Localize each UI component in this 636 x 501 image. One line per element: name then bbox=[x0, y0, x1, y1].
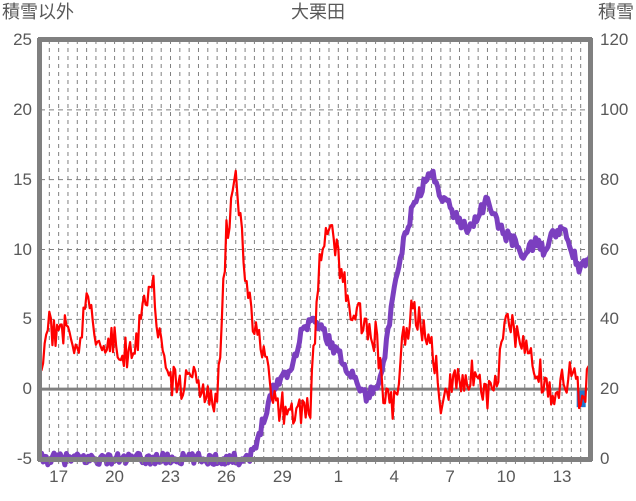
x-tick-26: 26 bbox=[216, 467, 236, 486]
right-tick-100: 100 bbox=[600, 99, 629, 119]
plot-frame bbox=[37, 37, 593, 462]
x-axis-ticks bbox=[48, 459, 582, 464]
right-axis-title: 積雪 bbox=[598, 2, 634, 22]
right-tick-80: 80 bbox=[600, 169, 619, 189]
x-tick-1: 1 bbox=[333, 467, 344, 486]
x-tick-29: 29 bbox=[272, 467, 292, 486]
x-tick-7: 7 bbox=[445, 467, 455, 486]
x-tick-23: 23 bbox=[161, 467, 180, 486]
horizontal-gridlines bbox=[40, 109, 590, 320]
right-tick-20: 20 bbox=[600, 379, 619, 399]
x-tick-20: 20 bbox=[105, 467, 125, 486]
series-line-other bbox=[38, 169, 592, 425]
x-tick-4: 4 bbox=[389, 467, 399, 486]
right-tick-60: 60 bbox=[600, 239, 619, 259]
left-tick--5: -5 bbox=[16, 449, 32, 468]
right-tick-0: 0 bbox=[600, 449, 610, 468]
x-tick-13: 13 bbox=[552, 467, 572, 486]
left-tick-0: 0 bbox=[22, 379, 32, 399]
left-tick-25: 25 bbox=[13, 30, 32, 49]
right-tick-40: 40 bbox=[600, 309, 619, 329]
left-axis-title: 積雪以外 bbox=[2, 2, 74, 22]
left-tick-20: 20 bbox=[13, 99, 32, 119]
x-tick-10: 10 bbox=[496, 467, 516, 486]
left-tick-10: 10 bbox=[13, 239, 32, 259]
left-tick-5: 5 bbox=[22, 309, 32, 329]
chart-title: 大栗田 bbox=[291, 2, 345, 22]
x-tick-17: 17 bbox=[49, 467, 69, 486]
right-tick-120: 120 bbox=[600, 30, 629, 49]
left-tick-15: 15 bbox=[13, 169, 32, 189]
